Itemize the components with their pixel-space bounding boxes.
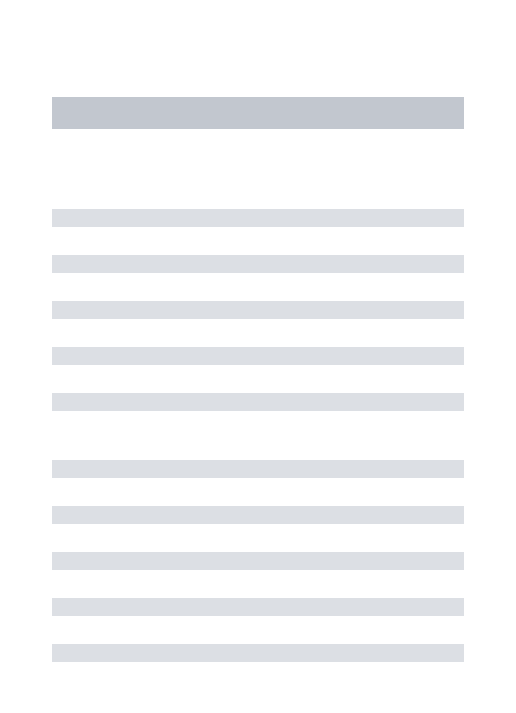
skeleton-header-bar	[52, 97, 464, 129]
skeleton-line-bar	[52, 209, 464, 227]
skeleton-line-bar	[52, 644, 464, 662]
spacer	[52, 411, 464, 460]
skeleton-line-bar	[52, 255, 464, 273]
spacer	[52, 319, 464, 347]
spacer	[52, 129, 464, 209]
spacer	[52, 365, 464, 393]
skeleton-line-bar	[52, 506, 464, 524]
skeleton-line-bar	[52, 347, 464, 365]
skeleton-line-bar	[52, 460, 464, 478]
spacer	[52, 524, 464, 552]
skeleton-line-bar	[52, 552, 464, 570]
spacer	[52, 570, 464, 598]
spacer	[52, 273, 464, 301]
skeleton-line-bar	[52, 301, 464, 319]
spacer	[52, 478, 464, 506]
spacer	[52, 616, 464, 644]
skeleton-line-bar	[52, 393, 464, 411]
spacer	[52, 227, 464, 255]
skeleton-container	[52, 97, 464, 662]
skeleton-line-bar	[52, 598, 464, 616]
